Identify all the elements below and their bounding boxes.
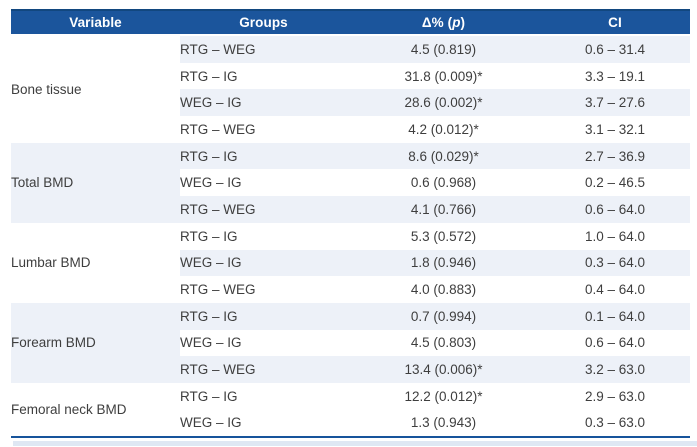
delta-p-cell: 4.1 (0.766) — [347, 196, 540, 223]
delta-header-suffix: ) — [460, 15, 466, 30]
delta-p-cell: 1.8 (0.946) — [347, 249, 540, 277]
table-row: RTG – WEG 4.1 (0.766) 0.6 – 64.0 — [11, 196, 690, 223]
variable-cell: Femoral neck BMD — [11, 382, 180, 438]
ci-cell: 0.4 – 64.0 — [540, 276, 690, 303]
groups-cell: RTG – IG — [180, 222, 347, 250]
groups-cell: RTG – WEG — [180, 276, 347, 303]
ci-cell: 0.6 – 64.0 — [540, 329, 690, 357]
table-row: Bone tissue RTG – WEG 4.5 (0.819) 0.6 – … — [11, 35, 690, 143]
delta-p-cell: 0.7 (0.994) — [347, 302, 540, 330]
table-row: Total BMD RTG – IG 8.6 (0.029)* 2.7 – 36… — [11, 142, 690, 223]
ci-cell: 3.7 – 27.6 — [540, 89, 690, 117]
bottom-strip — [13, 441, 697, 446]
delta-p-cell: 1.3 (0.943) — [347, 409, 540, 438]
ci-cell: 3.1 – 32.1 — [540, 116, 690, 143]
groups-cell: WEG – IG — [180, 169, 347, 197]
ci-cell: 0.3 – 64.0 — [540, 249, 690, 277]
variable-cell: Bone tissue — [11, 35, 180, 143]
column-header-groups: Groups — [180, 9, 347, 36]
delta-header-prefix: Δ% ( — [421, 15, 453, 30]
delta-p-cell: 8.6 (0.029)* — [347, 142, 540, 170]
delta-p-cell: 28.6 (0.002)* — [347, 89, 540, 117]
groups-cell: RTG – WEG — [180, 356, 347, 383]
column-header-delta-p: Δ% (p) — [347, 9, 540, 36]
table-row: Forearm BMD RTG – IG 0.7 (0.994) 0.1 – 6… — [11, 302, 690, 383]
ci-cell: 3.3 – 19.1 — [540, 62, 690, 90]
delta-header-p: p — [452, 15, 461, 30]
table-row: RTG – WEG 4.2 (0.012)* 3.1 – 32.1 — [11, 116, 690, 143]
delta-p-cell: 4.5 (0.819) — [347, 35, 540, 63]
table-row: WEG – IG 1.8 (0.946) 0.3 – 64.0 — [11, 249, 690, 277]
column-header-variable: Variable — [11, 9, 180, 36]
table-row: WEG – IG 0.6 (0.968) 0.2 – 46.5 — [11, 169, 690, 197]
ci-cell: 0.6 – 64.0 — [540, 196, 690, 223]
table-row: RTG – WEG 13.4 (0.006)* 3.2 – 63.0 — [11, 356, 690, 383]
groups-cell: WEG – IG — [180, 249, 347, 277]
table-row: WEG – IG 28.6 (0.002)* 3.7 – 27.6 — [11, 89, 690, 117]
ci-cell: 2.9 – 63.0 — [540, 382, 690, 410]
delta-p-cell: 4.2 (0.012)* — [347, 116, 540, 143]
groups-cell: WEG – IG — [180, 409, 347, 438]
delta-p-cell: 0.6 (0.968) — [347, 169, 540, 197]
variable-cell: Lumbar BMD — [11, 222, 180, 303]
variable-cell: Total BMD — [11, 142, 180, 223]
ci-cell: 1.0 – 64.0 — [540, 222, 690, 250]
header-row: Variable Groups Δ% (p) CI — [11, 9, 690, 36]
groups-cell: RTG – IG — [180, 142, 347, 170]
delta-p-cell: 5.3 (0.572) — [347, 222, 540, 250]
groups-cell: RTG – WEG — [180, 35, 347, 63]
groups-cell: RTG – IG — [180, 382, 347, 410]
delta-p-cell: 4.0 (0.883) — [347, 276, 540, 303]
groups-cell: WEG – IG — [180, 329, 347, 357]
variable-cell: Forearm BMD — [11, 302, 180, 383]
table-row: RTG – WEG 4.0 (0.883) 0.4 – 64.0 — [11, 276, 690, 303]
ci-cell: 0.2 – 46.5 — [540, 169, 690, 197]
groups-cell: RTG – IG — [180, 302, 347, 330]
column-header-ci: CI — [540, 9, 690, 36]
delta-p-cell: 12.2 (0.012)* — [347, 382, 540, 410]
groups-cell: RTG – WEG — [180, 116, 347, 143]
table-row: WEG – IG 1.3 (0.943) 0.3 – 63.0 — [11, 409, 690, 438]
groups-cell: WEG – IG — [180, 89, 347, 117]
delta-p-cell: 31.8 (0.009)* — [347, 62, 540, 90]
table-row: RTG – IG 31.8 (0.009)* 3.3 – 19.1 — [11, 62, 690, 90]
delta-p-cell: 13.4 (0.006)* — [347, 356, 540, 383]
table-row: Femoral neck BMD RTG – IG 12.2 (0.012)* … — [11, 382, 690, 438]
table-row: Lumbar BMD RTG – IG 5.3 (0.572) 1.0 – 64… — [11, 222, 690, 303]
delta-p-cell: 4.5 (0.803) — [347, 329, 540, 357]
results-table: Variable Groups Δ% (p) CI Bone tissue RT… — [11, 9, 690, 439]
ci-cell: 3.2 – 63.0 — [540, 356, 690, 383]
ci-cell: 0.1 – 64.0 — [540, 302, 690, 330]
ci-cell: 0.6 – 31.4 — [540, 35, 690, 63]
groups-cell: RTG – WEG — [180, 196, 347, 223]
ci-cell: 0.3 – 63.0 — [540, 409, 690, 438]
ci-cell: 2.7 – 36.9 — [540, 142, 690, 170]
groups-cell: RTG – IG — [180, 62, 347, 90]
table-row: WEG – IG 4.5 (0.803) 0.6 – 64.0 — [11, 329, 690, 357]
